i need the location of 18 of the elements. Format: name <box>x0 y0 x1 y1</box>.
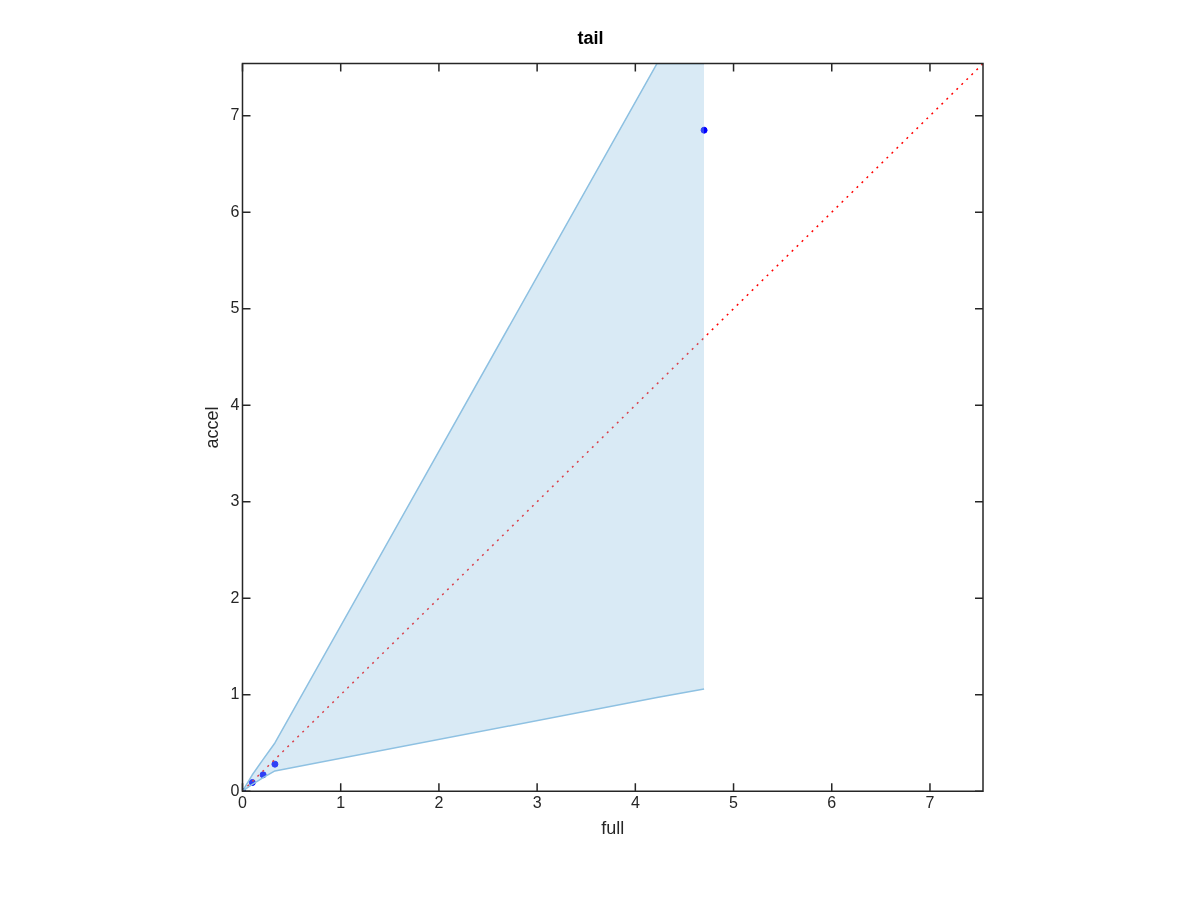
y-tick-label: 1 <box>230 685 240 703</box>
y-tick-label: 0 <box>230 781 240 799</box>
y-tick-label: 3 <box>230 492 240 510</box>
x-tick-label: 4 <box>630 794 640 812</box>
x-tick-label: 3 <box>532 794 542 812</box>
x-tick-label: 7 <box>925 794 935 812</box>
y-tick-label: 7 <box>230 106 240 124</box>
y-tick-label: 5 <box>230 299 240 317</box>
x-tick-label: 6 <box>827 794 837 812</box>
x-tick-label: 5 <box>729 794 739 812</box>
y-axis-title: accel <box>201 406 222 449</box>
chart-title: tail <box>577 27 604 48</box>
x-tick-label: 1 <box>336 794 346 812</box>
y-tick-label: 6 <box>230 202 240 220</box>
x-axis-title: full <box>601 818 625 839</box>
y-tick-label: 4 <box>230 395 240 413</box>
x-tick-label: 2 <box>434 794 444 812</box>
y-tick-label: 2 <box>230 588 240 606</box>
